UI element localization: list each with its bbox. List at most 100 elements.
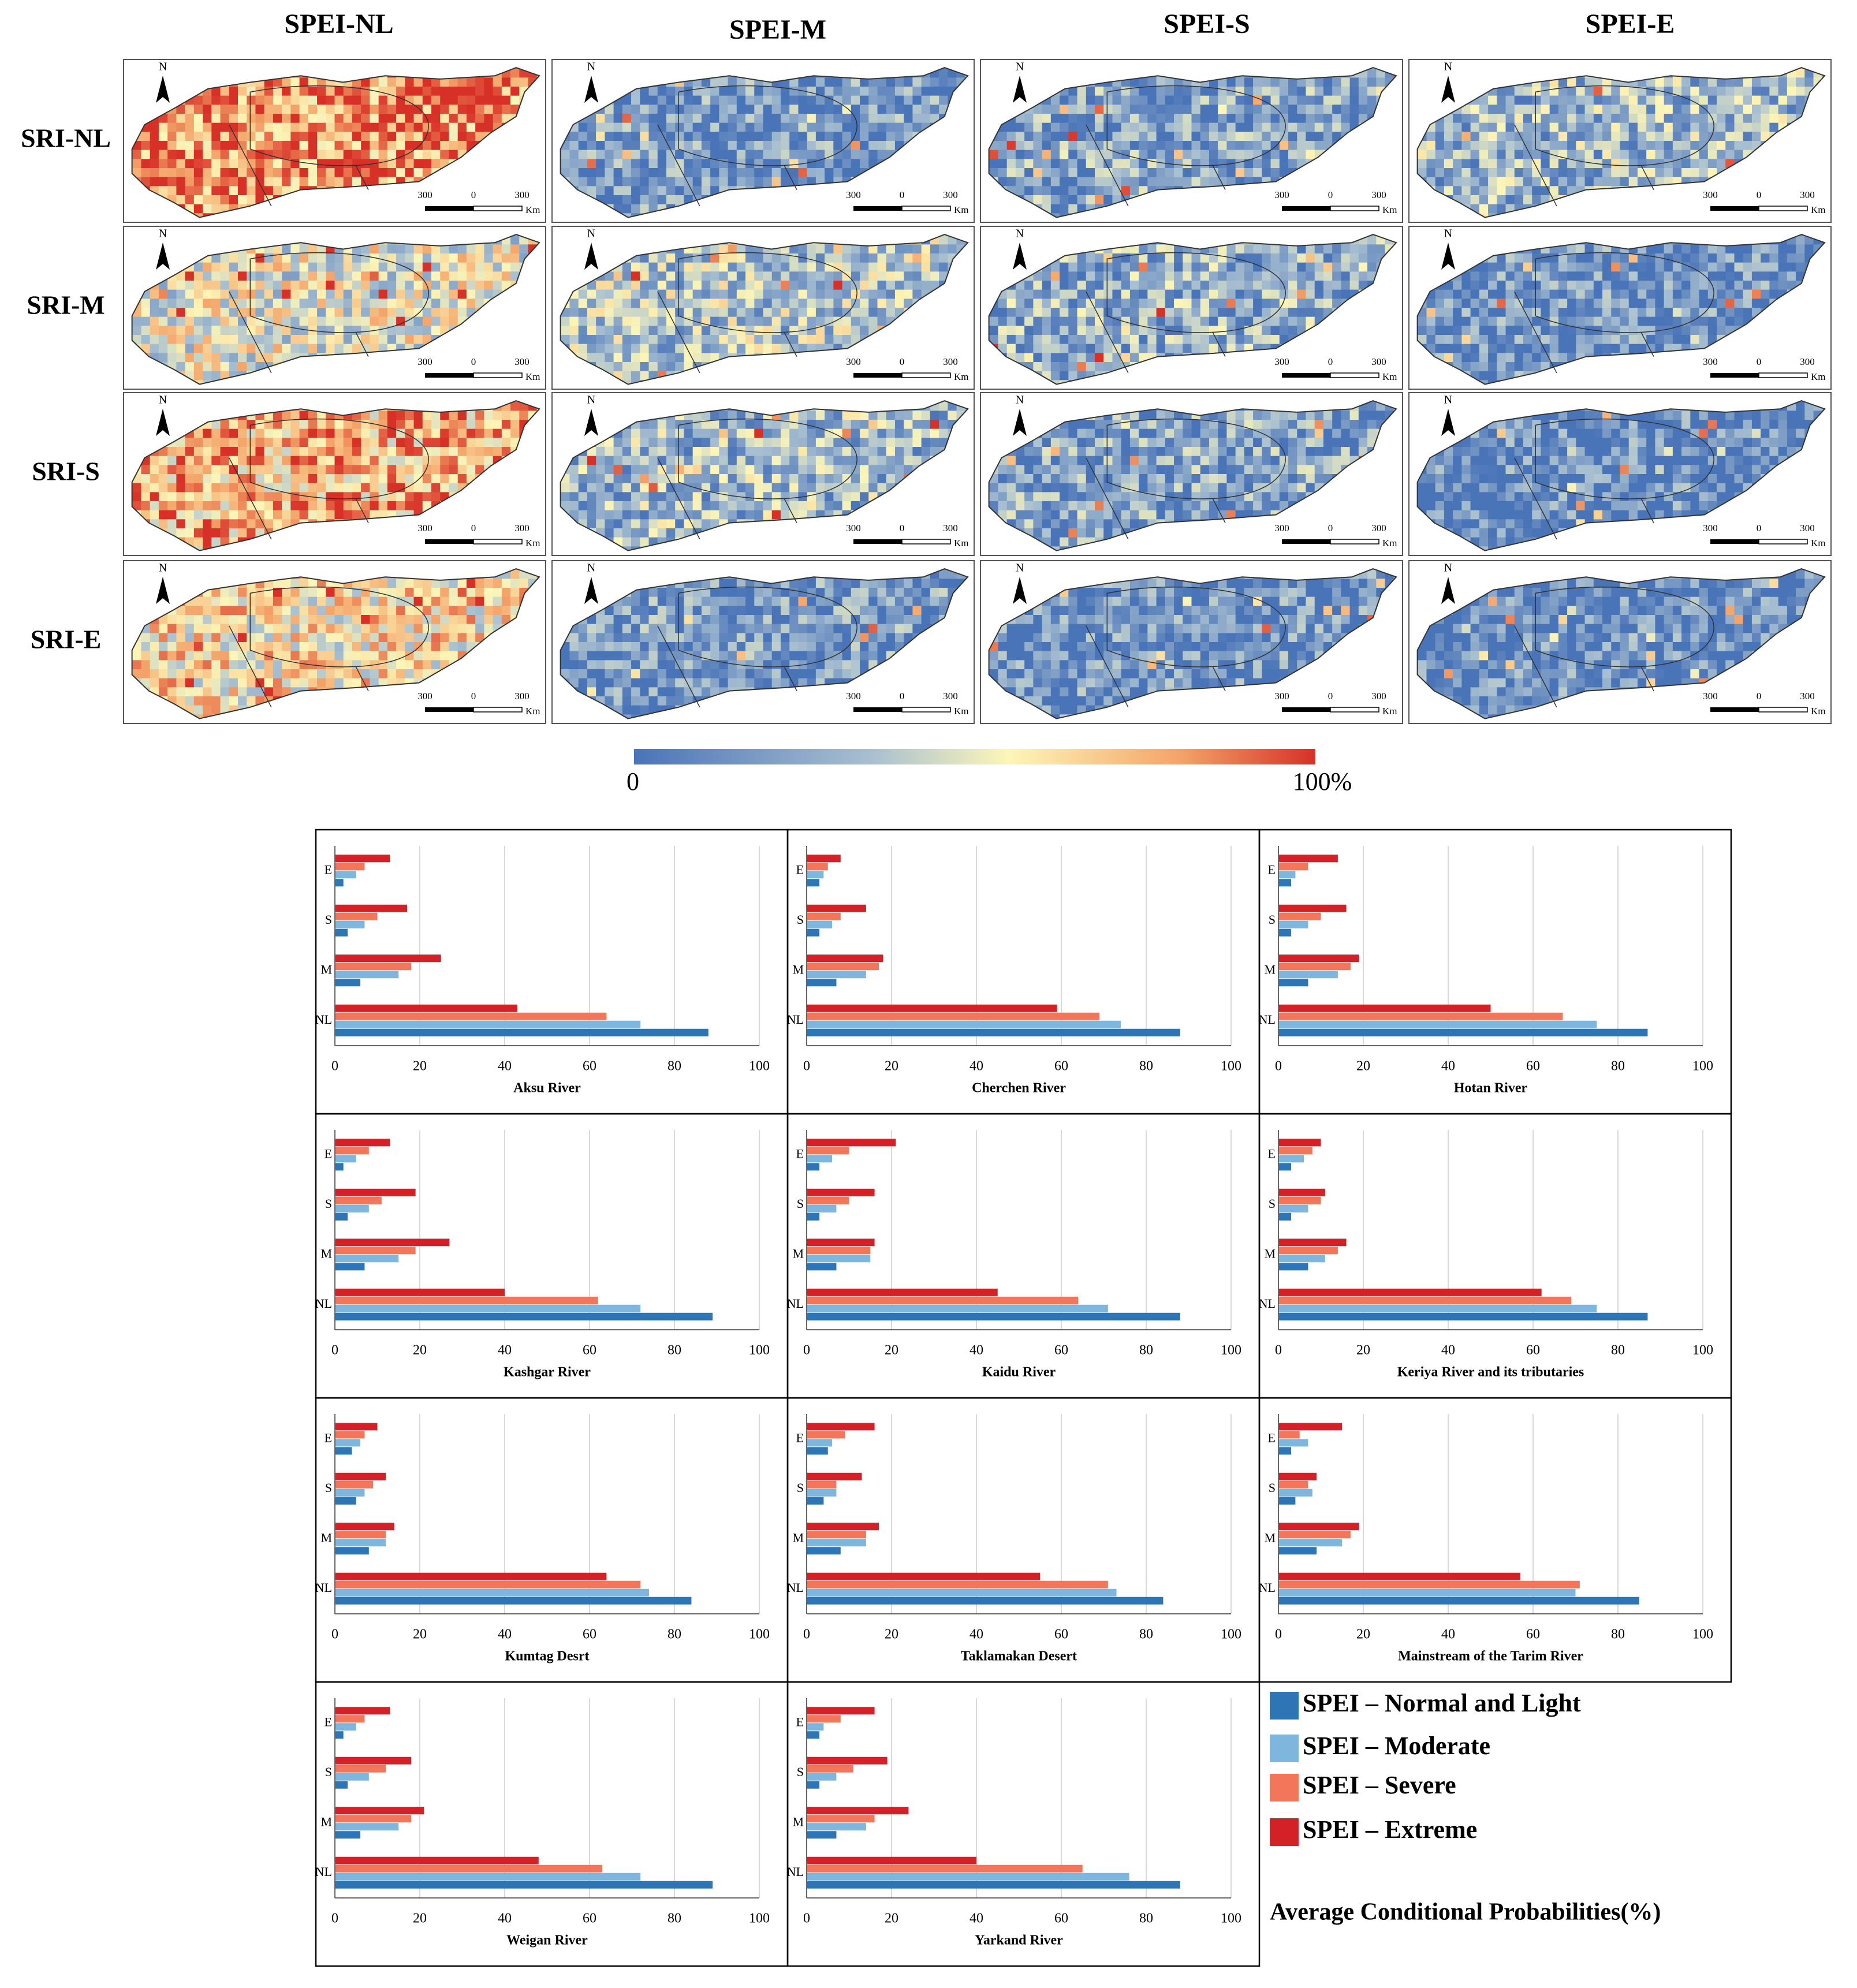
map-pixel bbox=[334, 105, 344, 114]
map-pixel bbox=[343, 141, 353, 151]
map-pixel bbox=[1191, 132, 1201, 141]
map-pixel bbox=[1620, 150, 1629, 159]
scale-bar-white bbox=[1330, 206, 1379, 211]
map-pixel bbox=[1156, 132, 1166, 141]
map-pixel bbox=[449, 132, 458, 141]
map-pixel bbox=[1549, 114, 1559, 124]
map-pixel bbox=[1796, 87, 1805, 96]
map-pixel bbox=[247, 159, 256, 169]
map-pixel bbox=[666, 105, 676, 114]
map-pixel bbox=[1602, 177, 1612, 187]
map-pixel bbox=[203, 344, 212, 353]
map-pixel bbox=[763, 177, 773, 187]
map-pixel bbox=[666, 316, 676, 326]
map-pixel bbox=[220, 141, 230, 151]
map-pixel bbox=[1270, 114, 1280, 124]
map-pixel bbox=[1103, 150, 1113, 159]
map-pixel bbox=[657, 141, 667, 151]
north-arrow bbox=[156, 76, 170, 103]
map-pixel bbox=[1103, 132, 1113, 141]
map-pixel bbox=[613, 122, 623, 132]
map-pixel bbox=[736, 177, 746, 187]
map-pixel bbox=[501, 105, 511, 114]
map-pixel bbox=[868, 87, 878, 96]
map-pixel bbox=[1576, 95, 1586, 105]
map-pixel bbox=[789, 299, 799, 308]
map-pixel bbox=[211, 299, 221, 308]
map-pixel bbox=[1060, 132, 1069, 141]
map-pixel bbox=[666, 299, 676, 308]
map-pixel bbox=[842, 299, 852, 308]
map-pixel bbox=[440, 316, 449, 326]
map-pixel bbox=[475, 105, 484, 114]
map-pixel bbox=[1584, 77, 1594, 87]
map-pixel bbox=[736, 244, 746, 254]
map-pixel bbox=[771, 289, 781, 299]
map-pixel bbox=[1060, 105, 1069, 114]
map-pixel bbox=[1050, 168, 1060, 178]
map-pixel bbox=[413, 114, 423, 124]
map-pixel bbox=[1611, 159, 1620, 169]
map-pixel bbox=[1593, 122, 1603, 132]
map-pixel bbox=[745, 95, 755, 105]
map-pixel bbox=[868, 122, 878, 132]
map-pixel bbox=[1655, 122, 1665, 132]
map-pixel bbox=[1086, 168, 1095, 178]
map-pixel bbox=[648, 281, 658, 290]
map-pixel bbox=[1129, 132, 1139, 141]
map-pixel bbox=[745, 150, 755, 159]
map-pixel bbox=[1611, 105, 1620, 114]
map-pixel bbox=[613, 168, 623, 178]
map-pixel bbox=[745, 326, 755, 335]
map-pixel bbox=[203, 186, 212, 196]
map-pixel bbox=[308, 244, 318, 254]
map-subbasins bbox=[229, 85, 429, 207]
map-pixel bbox=[605, 195, 614, 205]
map-pixel bbox=[185, 177, 195, 187]
map-pixel bbox=[378, 271, 388, 281]
map-pixel bbox=[1488, 122, 1497, 132]
map-pixel bbox=[771, 141, 781, 151]
map-pixel bbox=[431, 114, 441, 124]
map-pixel bbox=[264, 271, 274, 281]
map-pixel bbox=[675, 253, 684, 263]
map-pixel bbox=[247, 114, 256, 124]
map-pixel bbox=[440, 141, 449, 151]
map-pixel bbox=[825, 150, 834, 159]
map-pixel bbox=[264, 262, 274, 272]
map-pixel bbox=[1497, 95, 1507, 105]
map-pixel bbox=[193, 132, 203, 141]
map-pixel bbox=[631, 195, 640, 205]
map-pixel bbox=[1253, 132, 1262, 141]
map-pixel bbox=[1523, 122, 1532, 132]
map-pixel bbox=[308, 253, 318, 263]
map-pixel bbox=[1514, 105, 1524, 114]
map-pixel bbox=[273, 271, 282, 281]
map-pixel bbox=[326, 271, 335, 281]
map-pixel bbox=[1349, 87, 1359, 96]
map-pixel bbox=[141, 316, 151, 326]
map-pixel bbox=[1435, 168, 1445, 178]
map-pixel bbox=[587, 335, 596, 345]
map-pixel bbox=[193, 177, 203, 187]
map-pixel bbox=[1734, 87, 1744, 96]
map-pixel bbox=[1200, 141, 1210, 151]
map-pixel bbox=[798, 150, 808, 159]
map-pixel bbox=[1244, 77, 1254, 87]
map-pixel bbox=[1479, 132, 1489, 141]
map-pixel bbox=[1015, 132, 1025, 141]
map-pixel bbox=[1549, 95, 1559, 105]
map-pixel bbox=[193, 289, 203, 299]
map-pixel bbox=[220, 289, 230, 299]
map-pixel bbox=[510, 235, 520, 245]
map-pixel bbox=[1435, 150, 1445, 159]
map-pixel bbox=[780, 281, 790, 290]
map-pixel bbox=[299, 316, 309, 326]
map-pixel bbox=[158, 335, 168, 345]
map-pixel bbox=[780, 105, 790, 114]
map-pixel bbox=[1139, 141, 1148, 151]
map-pixel bbox=[1470, 122, 1480, 132]
map-pixel bbox=[692, 132, 702, 141]
map-pixel bbox=[1306, 141, 1315, 151]
map-pixel bbox=[1367, 95, 1377, 105]
